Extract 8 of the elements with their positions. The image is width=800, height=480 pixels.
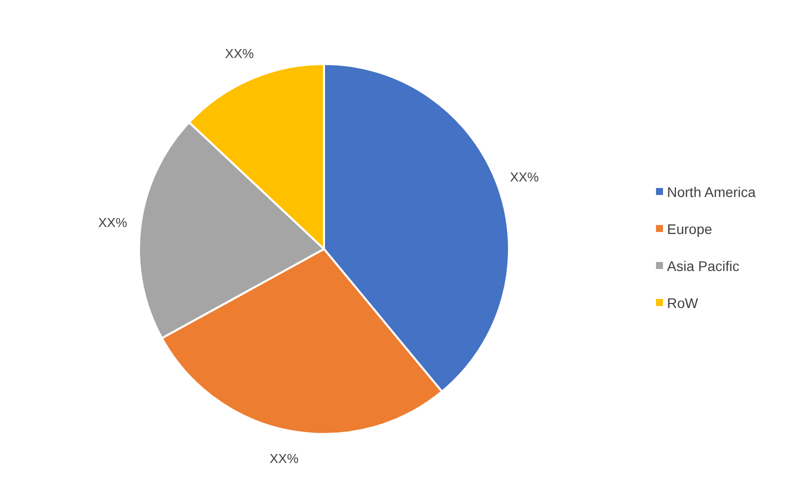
data-label: XX% bbox=[224, 46, 254, 62]
legend-label: North America bbox=[667, 184, 756, 200]
data-label: XX% bbox=[98, 214, 128, 230]
legend-label: Asia Pacific bbox=[667, 258, 740, 274]
data-label: XX% bbox=[510, 169, 540, 184]
data-label: XX% bbox=[270, 450, 299, 466]
legend-label: RoW bbox=[667, 294, 699, 311]
legend-label: Europe bbox=[667, 220, 712, 237]
